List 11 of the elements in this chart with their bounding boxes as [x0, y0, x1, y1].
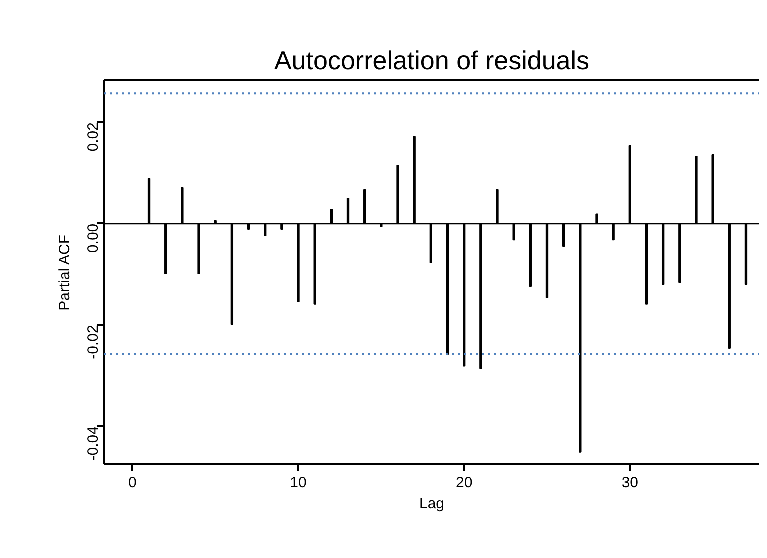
y-axis-title: Partial ACF — [56, 234, 74, 311]
x-tick-label: 30 — [622, 474, 639, 492]
y-tick-label: 0.02 — [85, 122, 102, 152]
y-tick-label: -0.04 — [85, 426, 102, 461]
y-tick-label: -0.02 — [85, 325, 102, 360]
x-axis-title: Lag — [419, 496, 445, 512]
x-tick-label: 20 — [456, 474, 473, 492]
x-tick-label: 10 — [290, 474, 307, 492]
y-tick-label: 0.00 — [85, 224, 102, 254]
chart-title: Autocorrelation of residuals — [274, 46, 590, 76]
x-tick-label: 0 — [128, 474, 137, 492]
